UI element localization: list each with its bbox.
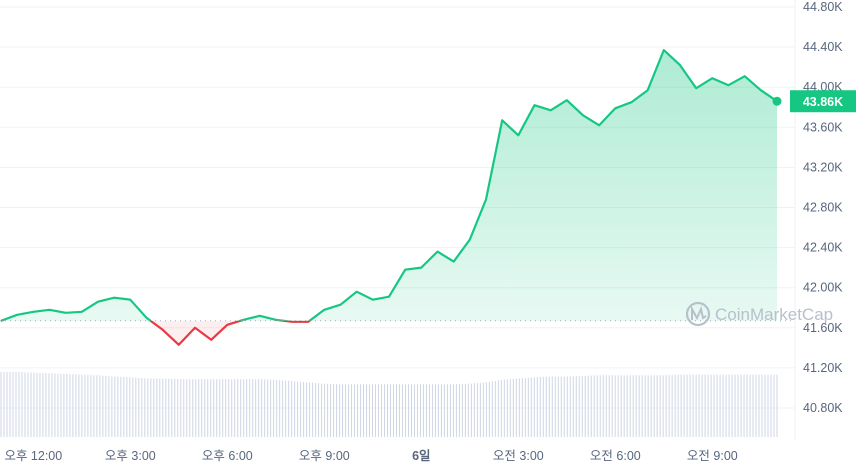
y-tick-label: 42.80K xyxy=(803,201,843,215)
coinmarketcap-watermark: CoinMarketCap xyxy=(685,301,833,327)
x-tick-label: 오전 3:00 xyxy=(493,449,544,463)
y-tick-label: 40.80K xyxy=(803,401,843,415)
price-line-up xyxy=(0,49,778,321)
x-tick-label: 오후 6:00 xyxy=(202,449,253,463)
y-tick-label: 43.60K xyxy=(803,120,843,134)
y-tick-label: 42.40K xyxy=(803,241,843,255)
x-tick-label: 6일 xyxy=(412,449,430,463)
y-tick-label: 41.60K xyxy=(803,321,843,335)
price-area-up xyxy=(1,50,777,321)
current-price-label: 43.86K xyxy=(803,95,843,109)
y-tick-label: 43.20K xyxy=(803,160,843,174)
x-tick-label: 오전 9:00 xyxy=(687,449,738,463)
current-price-dot xyxy=(772,96,782,106)
current-price-tag: 43.86K xyxy=(790,90,856,113)
y-tick-label: 42.00K xyxy=(803,281,843,295)
volume-bars xyxy=(0,372,778,437)
y-tick-label: 44.40K xyxy=(803,40,843,54)
y-tick-label: 41.20K xyxy=(803,361,843,375)
x-tick-label: 오후 9:00 xyxy=(299,449,350,463)
coinmarketcap-logo-icon xyxy=(685,301,711,327)
x-tick-label: 오후 12:00 xyxy=(4,449,62,463)
y-tick-label: 44.80K xyxy=(803,0,843,14)
watermark-text: CoinMarketCap xyxy=(715,305,833,324)
coinmarketcap-logo-wave xyxy=(691,305,707,321)
x-tick-label: 오전 6:00 xyxy=(590,449,641,463)
x-tick-label: 오후 3:00 xyxy=(105,449,156,463)
